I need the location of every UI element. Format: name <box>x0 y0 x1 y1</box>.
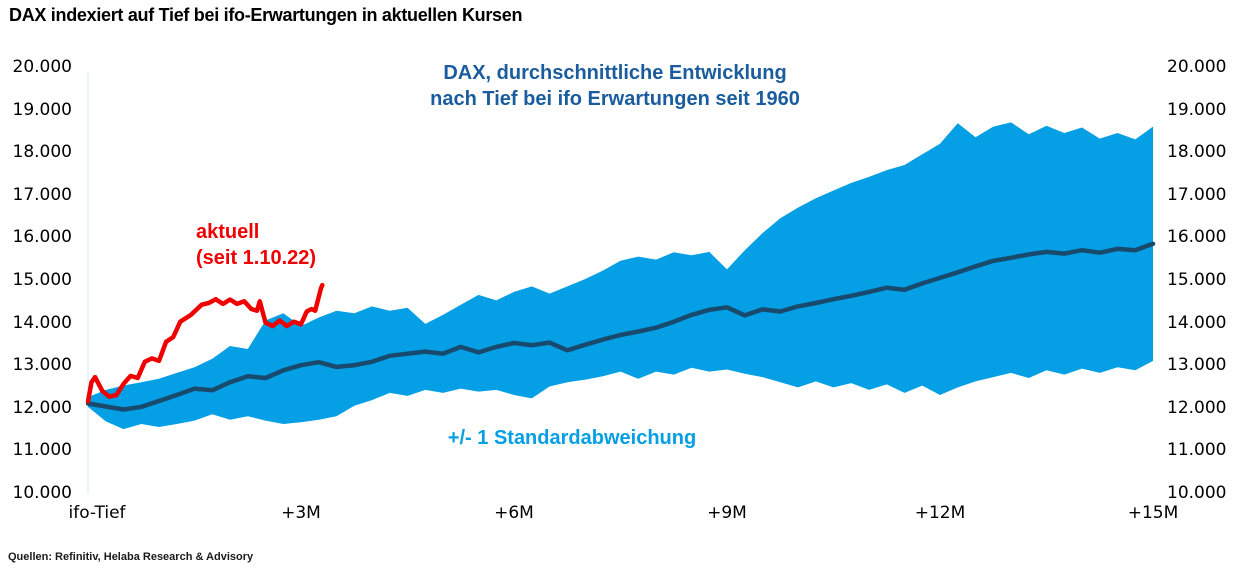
chart-title: DAX indexiert auf Tief bei ifo-Erwartung… <box>9 5 523 25</box>
x-tick-label: +12M <box>914 503 966 523</box>
std-band-area <box>88 122 1153 430</box>
y-tick-label-left: 13.000 <box>12 355 72 376</box>
y-tick-label-right: 18.000 <box>1167 142 1227 163</box>
y-tick-label-right: 19.000 <box>1167 99 1227 120</box>
y-tick-label-left: 17.000 <box>12 184 72 205</box>
y-tick-label-right: 15.000 <box>1167 270 1227 290</box>
x-tick-label: +15M <box>1127 503 1179 523</box>
y-tick-label-right: 16.000 <box>1167 227 1227 248</box>
y-tick-label-right: 10.000 <box>1167 483 1227 503</box>
x-tick-label: ifo-Tief <box>68 503 126 523</box>
y-tick-label-left: 14.000 <box>12 312 72 333</box>
mean-line-label-line1: DAX, durchschnittliche Entwicklung <box>443 62 787 84</box>
current-line <box>85 282 325 404</box>
source-note: Quellen: Refinitiv, Helaba Research & Ad… <box>8 551 254 563</box>
y-tick-label-left: 12.000 <box>12 397 72 418</box>
mean-line <box>85 241 1156 412</box>
y-tick-label-left: 18.000 <box>12 142 72 163</box>
y-tick-label-left: 11.000 <box>12 440 72 461</box>
y-tick-label-right: 14.000 <box>1167 312 1227 333</box>
mean-line-label: DAX, durchschnittliche Entwicklung nach … <box>430 60 800 112</box>
y-tick-label-right: 12.000 <box>1167 397 1227 418</box>
x-tick-label: +6M <box>494 503 534 523</box>
x-tick-label: +9M <box>707 503 747 523</box>
mean-line-label-line2: nach Tief bei ifo Erwartungen seit 1960 <box>430 88 800 110</box>
current-line-label-line2: (seit 1.10.22) <box>196 247 317 269</box>
y-tick-label-right: 20.000 <box>1167 57 1227 77</box>
y-tick-label-left: 15.000 <box>12 270 72 290</box>
y-tick-label-right: 17.000 <box>1167 184 1227 205</box>
current-line-label-line1: aktuell <box>196 221 260 243</box>
current-line-label: aktuell (seit 1.10.22) <box>196 219 316 271</box>
x-tick-label: +3M <box>281 503 321 523</box>
y-tick-label-left: 10.000 <box>12 483 72 503</box>
y-tick-label-right: 11.000 <box>1167 440 1227 461</box>
y-tick-label-right: 13.000 <box>1167 355 1227 376</box>
y-tick-label-left: 19.000 <box>12 99 72 120</box>
y-tick-label-left: 16.000 <box>12 227 72 248</box>
y-tick-label-left: 20.000 <box>12 57 72 77</box>
band-label: +/- 1 Standardabweichung <box>447 427 697 449</box>
